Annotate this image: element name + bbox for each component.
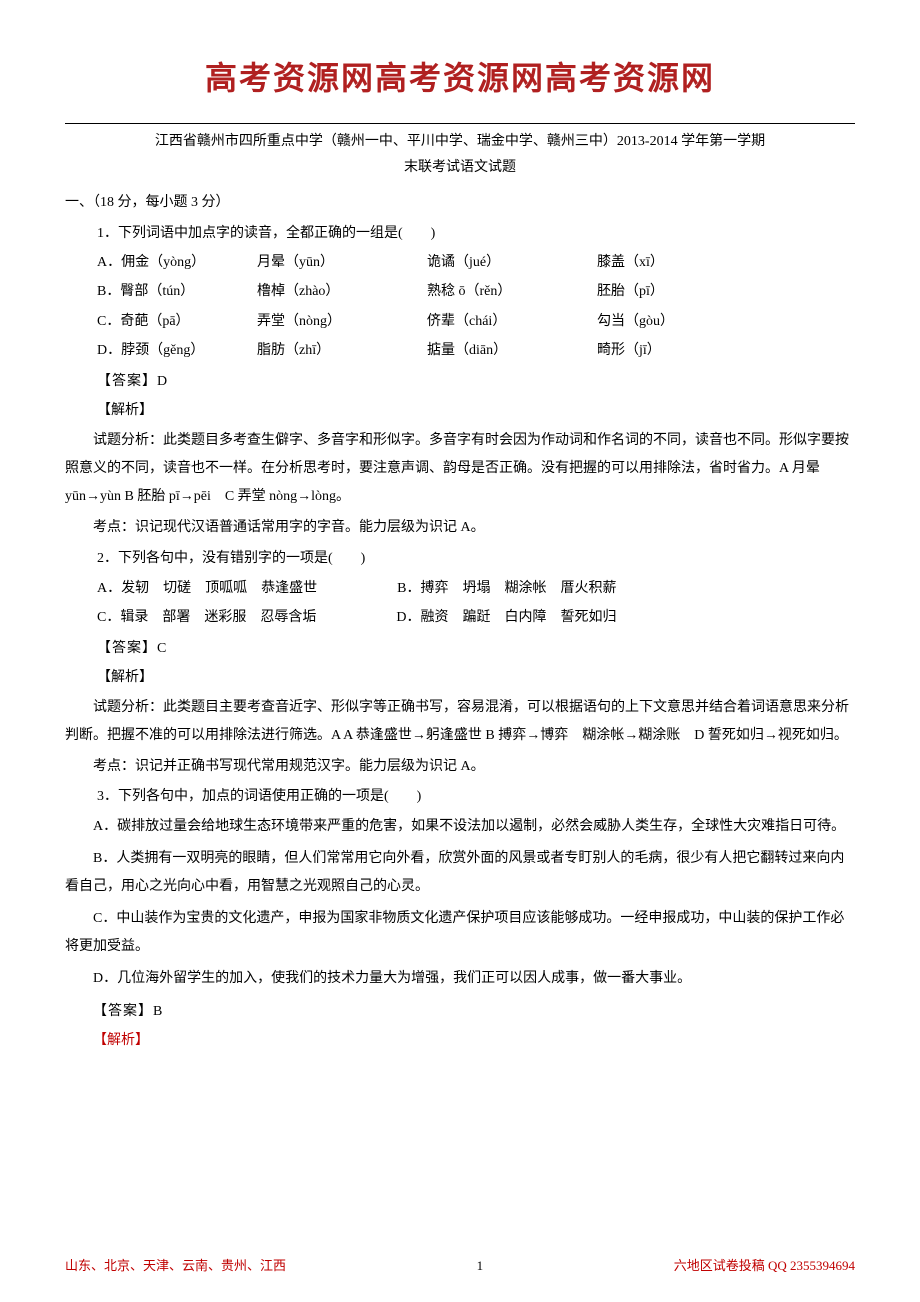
q1-answer-value: D: [157, 374, 167, 389]
q1-optC3: 侪辈（chái）: [427, 309, 587, 334]
q1-optB: B．臀部（tún）: [97, 279, 247, 304]
q1-kaodian: 考点：识记现代汉语普通话常用字的字音。能力层级为识记 A。: [65, 515, 855, 540]
q2-options-row1: A．发轫 切磋 顶呱呱 恭逢盛世 B．搏弈 坍塌 糊涂帐 厝火积薪: [65, 576, 855, 601]
q2-optA: A．发轫 切磋 顶呱呱 恭逢盛世: [97, 576, 317, 601]
q1-optD2: 脂肪（zhī）: [257, 338, 417, 363]
q1-optA3: 诡谲（jué）: [427, 250, 587, 275]
q3-optC: C．中山装作为宝贵的文化遗产，申报为国家非物质文化遗产保护项目应该能够成功。一经…: [65, 905, 855, 961]
q1-optA4: 膝盖（xī）: [597, 250, 737, 275]
q2-answer-value: C: [157, 641, 166, 656]
q2-options-row2: C．辑录 部署 迷彩服 忍辱含垢 D．融资 蹁跹 白内障 誓死如归: [65, 605, 855, 630]
exam-title-line2: 末联考试语文试题: [65, 155, 855, 182]
q2-kaodian: 考点：识记并正确书写现代常用规范汉字。能力层级为识记 A。: [65, 754, 855, 779]
q3-analysis-label: 【解析】: [65, 1028, 855, 1053]
q1-analysis-label: 【解析】: [65, 398, 855, 423]
q3-text: 3．下列各句中，加点的词语使用正确的一项是( ): [65, 784, 855, 809]
footer-left: 山东、北京、天津、云南、贵州、江西: [65, 1254, 286, 1277]
q1-optB2: 橹棹（zhào）: [257, 279, 417, 304]
q3-optD: D．几位海外留学生的加入，使我们的技术力量大为增强，我们正可以因人成事，做一番大…: [65, 965, 855, 993]
q1-answer: 【答案】D: [65, 369, 855, 394]
q3-answer-value: B: [153, 1004, 162, 1019]
q2-optD: D．融资 蹁跹 白内障 誓死如归: [396, 605, 616, 630]
page-footer: 山东、北京、天津、云南、贵州、江西 1 六地区试卷投稿 QQ 235539469…: [65, 1254, 855, 1277]
site-banner: 高考资源网高考资源网高考资源网: [65, 50, 855, 108]
q1-optC: C．奇葩（pā）: [97, 309, 247, 334]
q1-optC4: 勾当（gòu）: [597, 309, 737, 334]
footer-page-number: 1: [477, 1254, 484, 1277]
question-1: 1．下列词语中加点字的读音，全都正确的一组是( ) A．佣金（yòng） 月晕（…: [65, 221, 855, 363]
q3-answer-label: 【答案】: [93, 1004, 153, 1019]
q2-answer: 【答案】C: [65, 636, 855, 661]
q1-optD: D．脖颈（gěng）: [97, 338, 247, 363]
q2-analysis: 试题分析：此类题目主要考查音近字、形似字等正确书写，容易混淆，可以根据语句的上下…: [65, 694, 855, 750]
q3-answer: 【答案】B: [65, 999, 855, 1024]
q2-optC: C．辑录 部署 迷彩服 忍辱含垢: [97, 605, 316, 630]
q1-analysis: 试题分析：此类题目多考查生僻字、多音字和形似字。多音字有时会因为作动词和作名词的…: [65, 427, 855, 511]
question-2: 2．下列各句中，没有错别字的一项是( ) A．发轫 切磋 顶呱呱 恭逢盛世 B．…: [65, 546, 855, 630]
q2-answer-label: 【答案】: [97, 641, 157, 656]
q1-optB4: 胚胎（pī）: [597, 279, 737, 304]
q1-text: 1．下列词语中加点字的读音，全都正确的一组是( ): [97, 221, 855, 246]
section-1-header: 一、（18 分，每小题 3 分）: [65, 190, 855, 215]
q1-answer-label: 【答案】: [97, 374, 157, 389]
q1-options: A．佣金（yòng） 月晕（yūn） 诡谲（jué） 膝盖（xī） B．臀部（t…: [97, 250, 855, 363]
q3-optA: A．碳排放过量会给地球生态环境带来严重的危害，如果不设法加以遏制，必然会威胁人类…: [65, 813, 855, 841]
q2-optB: B．搏弈 坍塌 糊涂帐 厝火积薪: [397, 576, 616, 601]
q2-analysis-label: 【解析】: [65, 665, 855, 690]
q1-optB3: 熟稔 ō（rěn）: [427, 279, 587, 304]
exam-title-line1: 江西省赣州市四所重点中学（赣州一中、平川中学、瑞金中学、赣州三中）2013-20…: [65, 123, 855, 156]
q1-optA2: 月晕（yūn）: [257, 250, 417, 275]
q2-text: 2．下列各句中，没有错别字的一项是( ): [65, 546, 855, 571]
q3-optB: B．人类拥有一双明亮的眼睛，但人们常常用它向外看，欣赏外面的风景或者专盯别人的毛…: [65, 845, 855, 901]
footer-right: 六地区试卷投稿 QQ 2355394694: [674, 1254, 855, 1277]
q1-optD4: 畸形（jī）: [597, 338, 737, 363]
q1-optA: A．佣金（yòng）: [97, 250, 247, 275]
q1-optD3: 掂量（diān）: [427, 338, 587, 363]
q1-optC2: 弄堂（nòng）: [257, 309, 417, 334]
